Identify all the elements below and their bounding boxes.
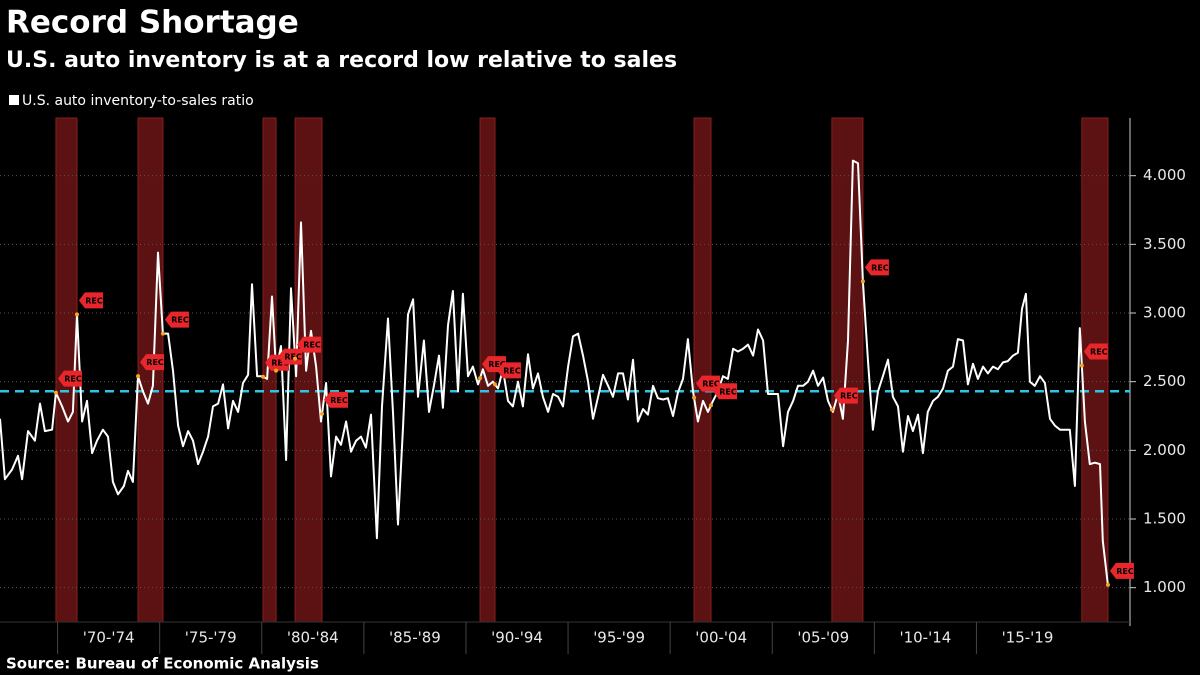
legend-swatch — [9, 95, 19, 105]
rec-tag-shape — [1109, 562, 1134, 579]
rec-tag: REC — [297, 336, 322, 353]
x-tick-label: '80-'84 — [287, 629, 339, 647]
chart-title: Record Shortage — [6, 5, 299, 41]
rec-point — [478, 376, 483, 381]
x-tick-label: '85-'89 — [389, 629, 441, 647]
series-line — [0, 159, 1109, 586]
rec-tag-label: REC — [702, 380, 720, 389]
rec-point — [74, 312, 79, 317]
rec-tag-label: REC — [146, 358, 164, 367]
rec-tag-shape — [57, 370, 82, 387]
rec-tag-shape — [164, 311, 189, 328]
recession-band — [831, 117, 864, 623]
rec-tag: REC — [696, 375, 721, 392]
rec-tag-label: REC — [303, 341, 321, 350]
y-tick-label: 2.000 — [1143, 441, 1186, 459]
rec-tag-label: REC — [503, 366, 521, 375]
rec-point — [1105, 582, 1110, 587]
rec-tag: REC — [324, 391, 349, 408]
x-tick-label: '75-'79 — [185, 629, 237, 647]
rec-tag-label: REC — [488, 360, 506, 369]
rec-tag: REC — [140, 354, 165, 371]
rec-tag-shape — [864, 259, 889, 276]
y-tick-label: 4.000 — [1143, 166, 1186, 184]
rec-tag: REC — [1083, 343, 1108, 360]
rec-tag-shape — [297, 336, 322, 353]
rec-tag-label: REC — [1090, 347, 1108, 356]
legend-label: U.S. auto inventory-to-sales ratio — [22, 93, 254, 109]
rec-tag-label: REC — [64, 375, 82, 384]
rec-tag-shape — [1083, 343, 1108, 360]
plot: 1.000 1.500 2.000 2.500 3.000 3.500 4.000 '70-'… — [0, 117, 1186, 654]
rec-tag: REC — [1109, 562, 1134, 579]
rec-tag-shape — [833, 387, 858, 404]
x-tick-label: '10-'14 — [899, 629, 951, 647]
rec-tag-label: REC — [719, 387, 737, 396]
rec-tag: REC — [164, 311, 189, 328]
rec-tag: REC — [78, 292, 103, 309]
x-tick-label: '70-'74 — [83, 629, 135, 647]
rec-point — [293, 356, 298, 361]
rec-tag-label: REC — [85, 296, 103, 305]
y-tick-label: 3.500 — [1143, 235, 1186, 253]
rec-point — [53, 390, 58, 395]
recession-band — [693, 117, 712, 623]
rec-point — [1079, 363, 1084, 368]
y-tick-label: 1.500 — [1143, 510, 1186, 528]
rec-point — [274, 368, 279, 373]
rec-tag-shape — [496, 362, 521, 379]
x-tick-label: '15-'19 — [1002, 629, 1054, 647]
rec-tag-label: REC — [271, 359, 289, 368]
rec-point — [492, 382, 497, 387]
rec-point — [860, 279, 865, 284]
rec-tag: REC — [496, 362, 521, 379]
rec-tag-shape — [696, 375, 721, 392]
rec-tag: REC — [833, 387, 858, 404]
rec-tag-label: REC — [840, 392, 858, 401]
rec-tag-shape — [278, 348, 303, 365]
rec-point — [320, 411, 325, 416]
rec-tag-label: REC — [284, 353, 302, 362]
source: Source: Bureau of Economic Analysis — [6, 655, 319, 673]
x-tick-label: '00-'04 — [695, 629, 747, 647]
y-tick-label: 3.000 — [1143, 304, 1186, 322]
rec-point — [260, 374, 265, 379]
rec-tag-shape — [712, 383, 737, 400]
y-tick-label: 2.500 — [1143, 372, 1186, 390]
x-tick-label: '90-'94 — [491, 629, 543, 647]
x-tick-label: '05-'09 — [797, 629, 849, 647]
rec-tag-label: REC — [171, 316, 189, 325]
rec-point — [160, 331, 165, 336]
rec-tag-shape — [78, 292, 103, 309]
rec-tag: REC — [57, 370, 82, 387]
rec-point — [136, 374, 141, 379]
y-tick-label: 1.000 — [1143, 578, 1186, 596]
rec-tag: REC — [712, 383, 737, 400]
rec-tag-shape — [324, 391, 349, 408]
rec-tag-label: REC — [330, 396, 348, 405]
rec-tag-shape — [140, 354, 165, 371]
rec-point — [692, 395, 697, 400]
chart-subtitle: U.S. auto inventory is at a record low r… — [6, 48, 677, 73]
recession-band — [294, 117, 323, 623]
rec-tag-label: REC — [1116, 567, 1134, 576]
rec-point — [708, 403, 713, 408]
rec-tag: REC — [864, 259, 889, 276]
rec-tag: REC — [278, 348, 303, 365]
rec-tag-label: REC — [871, 263, 889, 272]
x-tick-label: '95-'99 — [593, 629, 645, 647]
rec-point — [829, 407, 834, 412]
